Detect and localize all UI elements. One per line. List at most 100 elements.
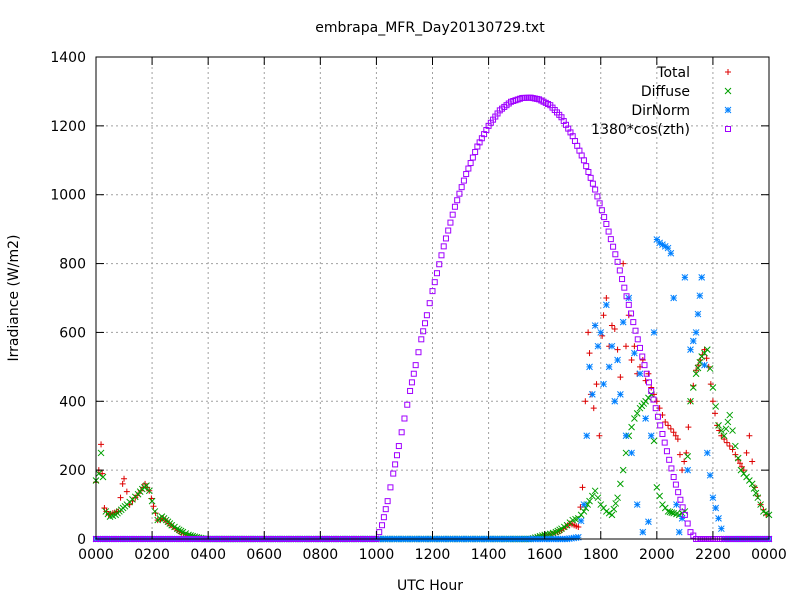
data-point [420,328,427,335]
data-point [664,508,672,515]
data-point [653,236,661,243]
data-point [659,241,666,248]
data-point [392,461,399,468]
data-point [431,279,438,286]
data-point [612,500,620,507]
axes: 0000 0200 0400 0600 0800 1000 1200 1400 1600 1800… [50,50,786,563]
data-point [645,518,652,526]
data-point [586,363,593,371]
data-point [712,504,720,512]
data-point [580,157,587,164]
data-point [412,362,419,369]
data-point [610,243,617,250]
data-point [698,273,706,281]
y-tick-label: 200 [59,463,86,479]
data-point [707,381,714,388]
data-point [583,432,591,440]
data-point [653,398,660,405]
data-point [634,336,641,343]
data-point [605,363,613,371]
legend-marker [725,69,731,75]
data-point [722,425,730,433]
data-point [408,379,415,386]
data-point [577,517,585,525]
data-point [467,160,474,167]
data-point [574,533,582,541]
data-point [582,398,589,405]
data-point [593,381,600,388]
data-point [681,458,688,465]
data-point [648,384,655,391]
x-tick-label: 0800 [303,547,339,563]
data-point [594,193,601,200]
data-point [639,356,646,363]
data-point [601,214,608,221]
y-tick-label: 400 [59,394,86,410]
data-point [404,401,411,408]
data-point [586,350,593,357]
data-point [633,409,641,417]
data-point [445,227,452,234]
data-point [407,387,414,394]
data-point [454,197,461,204]
data-point [608,322,615,329]
data-point [729,446,736,453]
data-point [379,522,386,529]
chart-title: embrapa_MFR_Day20130729.txt [315,20,545,36]
data-point [721,436,728,443]
y-tick-label: 1200 [50,119,86,135]
data-point [670,474,677,481]
data-point [665,422,672,429]
data-point [585,168,592,175]
data-point [672,481,679,488]
data-point [576,147,583,154]
legend-label: 1380*cos(zth) [591,122,690,138]
data-point [574,142,581,149]
legend-label: Total [656,65,690,81]
data-point [656,492,663,500]
data-point [98,441,105,448]
data-point [384,498,391,505]
data-point [663,448,670,455]
data-point [687,397,694,405]
data-point [463,171,470,178]
data-point [449,211,456,218]
data-point [617,374,624,381]
x-tick-label: 0400 [190,547,226,563]
data-point [175,526,183,534]
data-point [666,508,674,516]
x-tick-label: 0000 [78,547,114,563]
data-point [616,267,623,274]
data-point [692,329,700,336]
data-point [628,310,635,317]
data-point [99,473,107,481]
x-tick-label: 0200 [134,547,170,563]
data-point [659,430,666,437]
data-point [628,449,635,457]
data-point [694,310,702,318]
data-point [715,422,722,429]
data-point [585,329,592,336]
y-tick-label: 0 [77,532,86,548]
data-point [754,494,762,502]
data-point [472,149,479,156]
data-point [119,480,126,487]
data-point [588,391,596,398]
data-point [603,301,610,309]
data-point [438,252,445,259]
data-point [415,349,422,356]
data-point [123,488,130,495]
data-point [656,239,663,247]
data-point [458,184,465,191]
data-point [151,508,159,515]
data-point [712,403,720,410]
data-point [706,471,714,479]
y-axis-label: Irradiance (W/m2) [6,235,22,362]
data-point [706,365,714,372]
data-point [631,415,638,422]
x-tick-label: 2200 [695,547,731,563]
data-point [456,190,463,197]
data-point [650,437,658,445]
data-point [451,203,458,210]
data-point [654,413,661,420]
